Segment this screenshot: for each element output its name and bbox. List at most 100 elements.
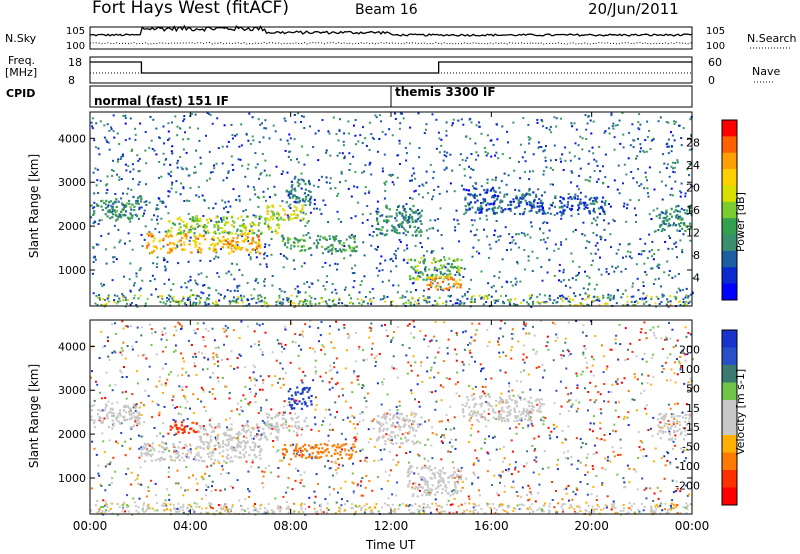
noise-pixel: [523, 323, 526, 326]
noise-pixel: [555, 333, 558, 336]
noise-pixel: [124, 117, 127, 120]
noise-pixel: [255, 392, 257, 395]
echo-pixel: [308, 236, 311, 239]
ground-scatter-pixel: [567, 295, 570, 298]
noise-pixel: [431, 432, 434, 435]
noise-pixel: [650, 267, 653, 270]
noise-pixel: [586, 275, 589, 278]
noise-pixel: [590, 493, 593, 496]
echo-pixel: [578, 202, 581, 205]
echo-pixel: [416, 264, 419, 267]
noise-pixel: [520, 496, 523, 499]
noise-pixel: [254, 251, 257, 254]
noise-pixel: [125, 169, 128, 172]
noise-pixel: [158, 450, 161, 453]
noise-pixel: [262, 195, 265, 198]
noise-pixel: [174, 406, 177, 409]
noise-pixel: [240, 399, 243, 402]
noise-pixel: [259, 173, 262, 176]
noise-pixel: [294, 341, 297, 344]
echo-pixel: [196, 249, 199, 252]
noise-pixel: [465, 135, 467, 138]
echo-pixel: [473, 195, 476, 198]
noise-pixel: [659, 429, 662, 432]
echo-pixel: [160, 247, 163, 250]
noise-pixel: [357, 347, 360, 350]
noise-pixel: [560, 357, 563, 360]
ground-scatter-pixel: [290, 294, 293, 297]
noise-pixel: [172, 404, 175, 407]
noise-pixel: [180, 413, 183, 416]
ground-scatter-pixel: [528, 297, 531, 300]
noise-pixel: [529, 388, 532, 391]
noise-pixel: [657, 325, 660, 328]
noise-pixel: [586, 207, 589, 209]
noise-pixel: [181, 299, 184, 302]
noise-pixel: [394, 217, 397, 220]
noise-pixel: [578, 157, 581, 160]
noise-pixel: [401, 226, 404, 229]
echo-pixel: [284, 213, 287, 216]
echo-pixel: [325, 247, 328, 250]
noise-pixel: [522, 327, 525, 330]
noise-pixel: [340, 498, 343, 501]
echo-pixel: [257, 224, 260, 227]
noise-pixel: [220, 217, 222, 220]
noise-pixel: [96, 179, 99, 182]
noise-pixel: [184, 397, 187, 400]
noise-pixel: [638, 184, 641, 187]
noise-pixel: [652, 326, 655, 329]
echo-pixel: [296, 181, 299, 184]
echo-pixel: [240, 233, 243, 236]
noise-pixel: [667, 121, 670, 124]
noise-pixel: [244, 175, 247, 178]
noise-pixel: [116, 442, 119, 445]
noise-pixel: [298, 454, 301, 457]
noise-pixel: [92, 261, 95, 263]
noise-pixel: [447, 450, 450, 453]
noise-pixel: [531, 294, 534, 297]
noise-pixel: [177, 262, 180, 265]
noise-pixel: [675, 241, 678, 244]
noise-pixel: [440, 399, 443, 402]
noise-pixel: [374, 365, 377, 367]
noise-pixel: [242, 210, 245, 213]
noise-pixel: [317, 279, 320, 282]
noise-pixel: [612, 450, 615, 453]
noise-pixel: [558, 269, 561, 272]
noise-pixel: [676, 161, 679, 164]
noise-pixel: [378, 353, 381, 355]
noise-pixel: [542, 419, 545, 422]
noise-pixel: [660, 457, 663, 460]
echo-pixel: [436, 282, 439, 285]
ground-scatter-pixel: [472, 294, 475, 297]
noise-pixel: [164, 267, 167, 270]
noise-pixel: [498, 355, 501, 358]
noise-pixel: [641, 358, 644, 361]
noise-pixel: [643, 389, 646, 392]
noise-pixel: [510, 333, 513, 335]
noise-pixel: [251, 116, 254, 119]
echo-pixel: [240, 230, 243, 233]
echo-pixel: [401, 212, 404, 215]
noise-pixel: [633, 139, 636, 142]
noise-pixel: [287, 404, 290, 407]
echo-pixel: [216, 222, 219, 225]
noise-pixel: [593, 508, 596, 511]
noise-pixel: [449, 153, 452, 156]
noise-pixel: [160, 338, 163, 341]
ground-scatter-pixel: [286, 298, 289, 301]
noise-pixel: [340, 504, 343, 507]
noise-pixel: [669, 504, 672, 507]
noise-pixel: [492, 436, 495, 439]
echo-pixel: [351, 235, 355, 238]
noise-pixel: [581, 233, 584, 236]
echo-pixel: [409, 275, 412, 278]
noise-pixel: [556, 463, 559, 466]
ground-scatter-pixel: [250, 294, 253, 297]
noise-pixel: [361, 213, 364, 216]
noise-pixel: [289, 137, 292, 140]
noise-pixel: [314, 423, 317, 426]
noise-pixel: [531, 270, 534, 272]
noise-pixel: [579, 461, 582, 464]
